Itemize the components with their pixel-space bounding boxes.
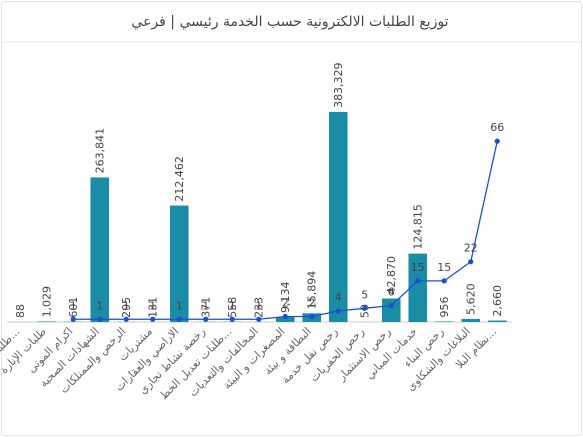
bar	[434, 321, 454, 322]
bar-value-label: 558	[226, 297, 239, 318]
line-point	[70, 316, 76, 322]
line-point	[150, 316, 156, 322]
line-value-label: 6	[388, 286, 395, 299]
bar-value-label: 15,894	[306, 271, 319, 310]
bar-value-label: 88	[14, 304, 27, 318]
line-value-label: 1	[123, 299, 130, 312]
line-value-label: 1	[229, 299, 236, 312]
bar-value-label: 124,815	[412, 204, 425, 250]
line-value-label: 1	[176, 299, 183, 312]
bar-value-label: 295	[120, 297, 133, 318]
bar-value-label: 1,029	[41, 286, 54, 318]
line-value-label: 5	[361, 288, 368, 301]
line-point	[441, 278, 447, 284]
bar-value-label: 956	[438, 296, 451, 317]
line-value-label: 1	[96, 299, 103, 312]
bar	[381, 298, 401, 322]
line-value-label: 15	[437, 261, 451, 274]
bar-value-label: 131	[147, 297, 160, 318]
bar	[408, 253, 428, 322]
bar	[461, 318, 481, 322]
line-value-label: 1	[255, 299, 262, 312]
line-point	[256, 316, 262, 322]
bar-value-label: 5,620	[465, 283, 478, 315]
bar-value-label: 383,329	[332, 62, 345, 108]
line-point	[415, 278, 421, 284]
bar	[487, 320, 507, 322]
line-point	[229, 316, 235, 322]
line-value-label: 4	[335, 291, 342, 304]
line-point	[362, 305, 368, 311]
bar	[37, 321, 57, 322]
line-point	[494, 138, 500, 144]
line-point	[282, 313, 288, 320]
line-point	[97, 316, 103, 322]
bar	[169, 205, 189, 322]
bar	[328, 111, 348, 323]
bar-value-label: 9,134	[279, 281, 292, 313]
line-value-label: 22	[464, 242, 478, 255]
bar	[90, 177, 110, 322]
bar-value-label: 371	[200, 297, 213, 318]
bar-value-label: 2,660	[491, 285, 504, 317]
line-point	[203, 316, 209, 322]
line-point	[123, 316, 129, 322]
line-value-label: 1	[149, 299, 156, 312]
line-value-label: 66	[490, 121, 504, 134]
line-point	[176, 316, 182, 322]
bar-value-label: 233	[253, 297, 266, 318]
line-point	[309, 313, 315, 320]
line-point	[468, 259, 474, 265]
line-value-label: 1	[70, 299, 77, 312]
bar-value-label: 42,870	[385, 256, 398, 295]
bar-value-label: 212,462	[173, 156, 186, 202]
line-value-label: 15	[411, 261, 425, 274]
line-value-label: 2	[308, 297, 315, 310]
chart-title: توزيع الطلبات الالكترونية حسب الخدمة رئي…	[131, 14, 448, 30]
bar-value-label: 263,841	[94, 128, 107, 174]
line-point	[335, 308, 341, 314]
line-value-label: 2	[282, 297, 289, 310]
line-point	[388, 302, 394, 309]
line-value-label: 1	[202, 299, 209, 312]
bar	[275, 316, 295, 322]
bar-value-label: 601	[67, 297, 80, 318]
